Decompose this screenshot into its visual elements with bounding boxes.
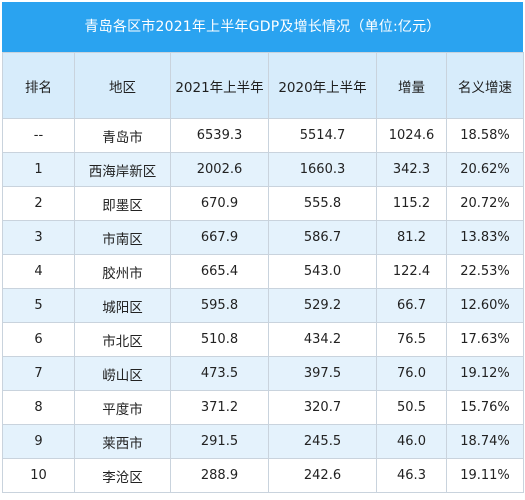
cell-h1-2020: 543.0 xyxy=(268,254,377,289)
table-header-row: 排名 地区 2021年上半年 2020年上半年 增量 名义增速 xyxy=(2,52,524,119)
cell-rank: 5 xyxy=(2,288,75,323)
header-h1-2020: 2020年上半年 xyxy=(268,52,377,119)
cell-increase: 50.5 xyxy=(376,390,447,425)
cell-rank: 9 xyxy=(2,424,75,459)
cell-rank: 7 xyxy=(2,356,75,391)
cell-region: 青岛市 xyxy=(74,118,171,153)
table-row: 3 市南区 667.9 586.7 81.2 13.83% xyxy=(2,220,524,255)
cell-increase: 342.3 xyxy=(376,152,447,187)
header-h1-2021: 2021年上半年 xyxy=(170,52,269,119)
cell-rank: 8 xyxy=(2,390,75,425)
cell-h1-2020: 586.7 xyxy=(268,220,377,255)
cell-growth: 13.83% xyxy=(446,220,524,255)
cell-increase: 46.3 xyxy=(376,458,447,493)
cell-increase: 122.4 xyxy=(376,254,447,289)
cell-increase: 81.2 xyxy=(376,220,447,255)
table-row: 10 李沧区 288.9 242.6 46.3 19.11% xyxy=(2,458,524,493)
cell-rank: -- xyxy=(2,118,75,153)
cell-growth: 22.53% xyxy=(446,254,524,289)
cell-h1-2020: 434.2 xyxy=(268,322,377,357)
cell-h1-2020: 529.2 xyxy=(268,288,377,323)
cell-increase: 1024.6 xyxy=(376,118,447,153)
gdp-table: 排名 地区 2021年上半年 2020年上半年 增量 名义增速 -- 青岛市 653… xyxy=(2,52,524,493)
table-row: 9 莱西市 291.5 245.5 46.0 18.74% xyxy=(2,424,524,459)
cell-h1-2021: 667.9 xyxy=(170,220,269,255)
table-row: -- 青岛市 6539.3 5514.7 1024.6 18.58% xyxy=(2,118,524,153)
cell-h1-2020: 245.5 xyxy=(268,424,377,459)
cell-increase: 46.0 xyxy=(376,424,447,459)
cell-rank: 4 xyxy=(2,254,75,289)
cell-growth: 15.76% xyxy=(446,390,524,425)
cell-growth: 18.58% xyxy=(446,118,524,153)
cell-region: 胶州市 xyxy=(74,254,171,289)
cell-h1-2020: 5514.7 xyxy=(268,118,377,153)
table-row: 5 城阳区 595.8 529.2 66.7 12.60% xyxy=(2,288,524,323)
cell-increase: 66.7 xyxy=(376,288,447,323)
cell-region: 城阳区 xyxy=(74,288,171,323)
cell-h1-2021: 288.9 xyxy=(170,458,269,493)
cell-rank: 10 xyxy=(2,458,75,493)
cell-rank: 1 xyxy=(2,152,75,187)
cell-region: 市南区 xyxy=(74,220,171,255)
cell-increase: 115.2 xyxy=(376,186,447,221)
cell-h1-2020: 1660.3 xyxy=(268,152,377,187)
cell-region: 崂山区 xyxy=(74,356,171,391)
cell-growth: 19.11% xyxy=(446,458,524,493)
cell-growth: 19.12% xyxy=(446,356,524,391)
header-increase: 增量 xyxy=(376,52,447,119)
table-row: 7 崂山区 473.5 397.5 76.0 19.12% xyxy=(2,356,524,391)
cell-rank: 3 xyxy=(2,220,75,255)
cell-h1-2021: 510.8 xyxy=(170,322,269,357)
header-region: 地区 xyxy=(74,52,171,119)
cell-h1-2021: 2002.6 xyxy=(170,152,269,187)
cell-growth: 12.60% xyxy=(446,288,524,323)
header-growth: 名义增速 xyxy=(446,52,524,119)
cell-region: 莱西市 xyxy=(74,424,171,459)
table-row: 1 西海岸新区 2002.6 1660.3 342.3 20.62% xyxy=(2,152,524,187)
cell-h1-2020: 397.5 xyxy=(268,356,377,391)
header-rank: 排名 xyxy=(2,52,75,119)
cell-growth: 17.63% xyxy=(446,322,524,357)
cell-growth: 18.74% xyxy=(446,424,524,459)
cell-region: 平度市 xyxy=(74,390,171,425)
cell-region: 西海岸新区 xyxy=(74,152,171,187)
cell-rank: 2 xyxy=(2,186,75,221)
table-title: 青岛各区市2021年上半年GDP及增长情况（单位:亿元） xyxy=(2,2,523,52)
table-body: -- 青岛市 6539.3 5514.7 1024.6 18.58% 1 西海岸新区 2002.… xyxy=(2,118,524,493)
table-row: 2 即墨区 670.9 555.8 115.2 20.72% xyxy=(2,186,524,221)
cell-h1-2021: 665.4 xyxy=(170,254,269,289)
cell-rank: 6 xyxy=(2,322,75,357)
cell-h1-2021: 371.2 xyxy=(170,390,269,425)
cell-h1-2020: 555.8 xyxy=(268,186,377,221)
cell-h1-2021: 291.5 xyxy=(170,424,269,459)
cell-increase: 76.5 xyxy=(376,322,447,357)
cell-h1-2021: 473.5 xyxy=(170,356,269,391)
cell-growth: 20.72% xyxy=(446,186,524,221)
cell-h1-2021: 6539.3 xyxy=(170,118,269,153)
cell-growth: 20.62% xyxy=(446,152,524,187)
cell-region: 即墨区 xyxy=(74,186,171,221)
cell-h1-2020: 320.7 xyxy=(268,390,377,425)
table-row: 6 市北区 510.8 434.2 76.5 17.63% xyxy=(2,322,524,357)
cell-h1-2021: 595.8 xyxy=(170,288,269,323)
cell-increase: 76.0 xyxy=(376,356,447,391)
cell-h1-2021: 670.9 xyxy=(170,186,269,221)
cell-h1-2020: 242.6 xyxy=(268,458,377,493)
table-row: 4 胶州市 665.4 543.0 122.4 22.53% xyxy=(2,254,524,289)
table-row: 8 平度市 371.2 320.7 50.5 15.76% xyxy=(2,390,524,425)
cell-region: 市北区 xyxy=(74,322,171,357)
cell-region: 李沧区 xyxy=(74,458,171,493)
